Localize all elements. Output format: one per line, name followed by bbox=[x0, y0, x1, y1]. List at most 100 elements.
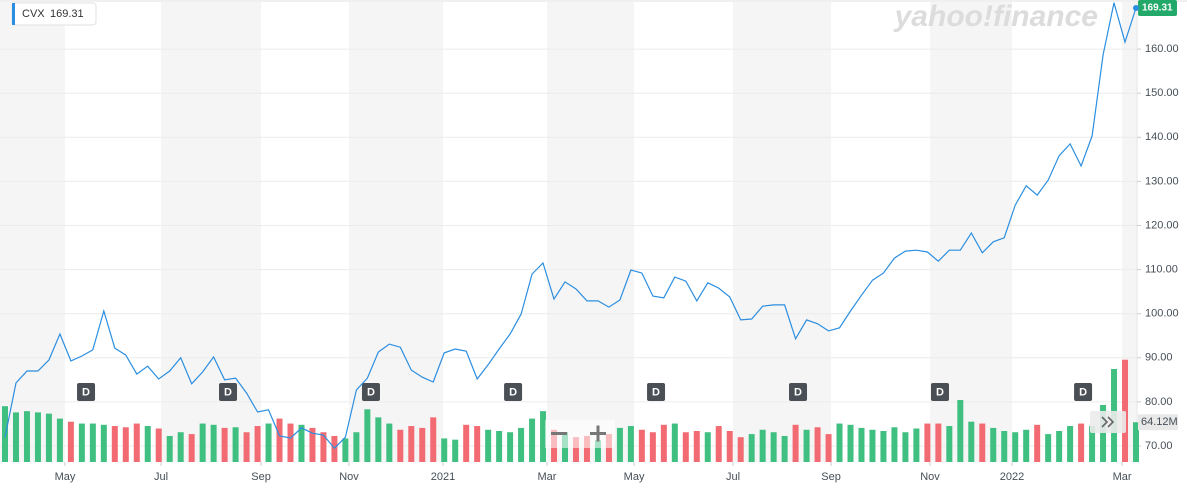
volume-bar bbox=[320, 432, 327, 462]
volume-bar bbox=[452, 439, 459, 462]
volume-bar bbox=[221, 427, 228, 462]
volume-bar bbox=[1034, 424, 1041, 462]
dividend-marker[interactable] bbox=[219, 383, 238, 401]
volume-bar bbox=[474, 426, 481, 462]
volume-bar bbox=[1023, 429, 1030, 462]
volume-bar bbox=[265, 423, 272, 462]
volume-bar bbox=[463, 424, 470, 462]
volume-bar bbox=[616, 427, 623, 462]
volume-bar bbox=[946, 426, 953, 462]
volume-bar bbox=[1001, 431, 1008, 462]
month-band bbox=[831, 2, 931, 462]
volume-bar bbox=[594, 440, 601, 462]
dividend-marker[interactable] bbox=[77, 383, 96, 401]
price-tag bbox=[1138, 0, 1177, 17]
volume-bar bbox=[496, 431, 503, 462]
volume-bar bbox=[715, 426, 722, 462]
x-tick-label: Jul bbox=[726, 471, 740, 483]
volume-bar bbox=[430, 417, 437, 462]
y-tick-label: 160.00 bbox=[1145, 43, 1179, 55]
volume-bar bbox=[144, 426, 151, 462]
volume-bar bbox=[287, 423, 294, 462]
dividend-marker[interactable] bbox=[789, 383, 808, 401]
dividend-marker[interactable] bbox=[1074, 383, 1093, 401]
volume-bar bbox=[166, 435, 173, 462]
volume-bar bbox=[880, 431, 887, 462]
dividend-label: D bbox=[509, 386, 517, 398]
volume-bar bbox=[254, 426, 261, 462]
volume-bar bbox=[968, 421, 975, 462]
volume-bar bbox=[979, 423, 986, 462]
y-tick-label: 80.00 bbox=[1145, 396, 1173, 408]
volume-bar bbox=[188, 434, 195, 462]
volume-bar bbox=[924, 423, 931, 462]
volume-bar bbox=[177, 432, 184, 462]
volume-bar bbox=[89, 423, 96, 462]
plot-background bbox=[0, 2, 1137, 462]
volume-bar bbox=[605, 434, 612, 462]
dividend-label: D bbox=[367, 386, 375, 398]
volume-bar bbox=[781, 435, 788, 462]
zoom-out[interactable] bbox=[551, 432, 567, 435]
dividend-marker[interactable] bbox=[361, 383, 380, 401]
volume-bar bbox=[583, 435, 590, 462]
volume-bar bbox=[100, 424, 107, 462]
volume-bar bbox=[627, 426, 634, 462]
volume-bar bbox=[1045, 434, 1052, 462]
volume-bar bbox=[1089, 426, 1096, 462]
volume-bar bbox=[56, 418, 63, 462]
volume-bar bbox=[638, 429, 645, 462]
plot: D D D D D D D D 169.31 64.12M CVX 169.31 bbox=[2, 0, 1178, 462]
volume-bar bbox=[111, 426, 118, 462]
volume-bar bbox=[353, 432, 360, 462]
volume-bar bbox=[34, 412, 41, 462]
x-tick-label: 2021 bbox=[431, 471, 455, 483]
y-tick-label: 110.00 bbox=[1145, 264, 1178, 276]
volume-bar bbox=[298, 424, 305, 462]
dividend-marker[interactable] bbox=[647, 383, 666, 401]
volume-bar bbox=[935, 423, 942, 462]
x-tick-label: Nov bbox=[339, 471, 359, 483]
volume-bar bbox=[441, 438, 448, 462]
volume-bar bbox=[836, 423, 843, 462]
x-tick-label: Mar bbox=[1113, 471, 1132, 483]
volume-bar bbox=[276, 418, 283, 462]
volume-bar bbox=[2, 406, 8, 462]
dividend-marker[interactable] bbox=[930, 383, 949, 401]
volume-bar bbox=[737, 437, 744, 462]
x-tick-label: 2022 bbox=[1000, 471, 1024, 483]
volume-bar bbox=[529, 418, 536, 462]
volume-bar bbox=[133, 423, 140, 462]
volume-bar bbox=[726, 431, 733, 462]
volume-bar bbox=[155, 428, 162, 462]
volume-bar bbox=[803, 429, 810, 462]
dividend-marker[interactable] bbox=[504, 383, 523, 401]
volume-bar bbox=[540, 411, 547, 462]
ticker-name: CVX bbox=[22, 8, 45, 20]
volume-bar bbox=[913, 428, 920, 462]
y-tick-label: 120.00 bbox=[1145, 219, 1179, 231]
volume-bar bbox=[408, 426, 415, 462]
volume-bar bbox=[869, 429, 876, 462]
zoom-in-v[interactable] bbox=[596, 425, 600, 442]
y-tick-label: 100.00 bbox=[1145, 308, 1179, 320]
x-tick-label: Nov bbox=[920, 471, 940, 483]
volume-bar bbox=[419, 427, 426, 462]
x-tick-label: Mar bbox=[538, 471, 557, 483]
x-tick-label: May bbox=[55, 471, 76, 483]
volume-bar bbox=[957, 400, 964, 462]
volume-bar bbox=[1067, 426, 1074, 462]
volume-bar bbox=[1056, 431, 1063, 462]
volume-bar bbox=[990, 427, 997, 462]
expand-icon bbox=[1101, 416, 1115, 428]
volume-bar bbox=[12, 412, 19, 462]
volume-bar bbox=[78, 423, 85, 462]
y-tick-label: 90.00 bbox=[1145, 352, 1173, 364]
volume-bar bbox=[693, 431, 700, 462]
month-band bbox=[1012, 2, 1123, 462]
volume-bar bbox=[386, 423, 393, 462]
dividend-label: D bbox=[1079, 386, 1087, 398]
x-tick-label: Sep bbox=[251, 471, 271, 483]
month-band bbox=[261, 2, 350, 462]
